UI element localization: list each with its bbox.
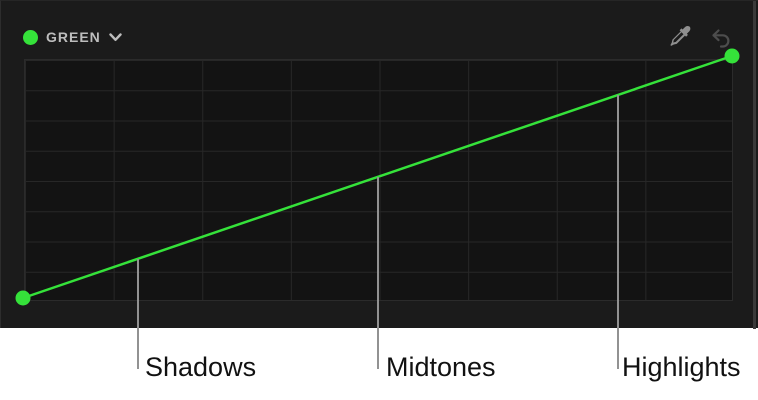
curve-point-white[interactable]: [724, 48, 740, 64]
curve-point-black[interactable]: [15, 290, 31, 306]
reset-button[interactable]: [707, 25, 734, 51]
callout-label-highlights: Highlights: [622, 352, 741, 382]
callout-label-midtones: Midtones: [386, 352, 496, 382]
eyedropper-button[interactable]: [665, 22, 695, 52]
chevron-down-icon: [109, 32, 122, 41]
channel-label: GREEN: [46, 29, 101, 45]
eyedropper-icon: [670, 25, 691, 46]
callout-line-highlights: [617, 95, 619, 369]
curve-editor-panel: GREEN: [0, 0, 758, 329]
channel-color-dot-icon: [23, 29, 38, 45]
undo-icon: [711, 28, 730, 48]
callout-label-shadows: Shadows: [145, 352, 257, 382]
panel-right-edge: [753, 1, 756, 329]
channel-picker-button[interactable]: GREEN: [23, 26, 122, 48]
callout-line-midtones: [377, 177, 379, 369]
callout-line-shadows: [137, 259, 139, 369]
